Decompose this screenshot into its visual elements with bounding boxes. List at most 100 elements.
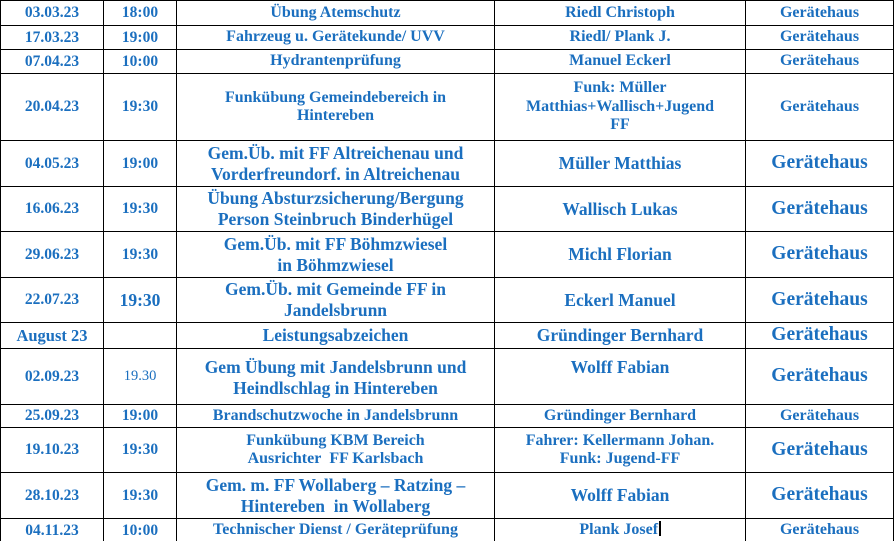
time-cell[interactable]: 10:00 xyxy=(103,518,177,541)
time-cell[interactable]: 19:00 xyxy=(103,25,177,50)
person-cell-text: Riedl Christoph xyxy=(565,3,675,21)
date-cell[interactable]: 16.06.23 xyxy=(0,186,104,232)
time-cell[interactable]: 19:30 xyxy=(103,427,177,473)
person-cell[interactable]: Wallisch Lukas xyxy=(494,186,746,232)
date-cell-text: 20.04.23 xyxy=(24,98,80,115)
event-cell[interactable]: Gem.Üb. mit FF Böhmzwiesel in Böhmzwiese… xyxy=(176,231,495,278)
event-cell[interactable]: Leistungsabzeichen xyxy=(176,322,495,349)
text-cursor xyxy=(659,521,661,537)
event-cell-text: Gem. m. FF Wollaberg – Ratzing – Hintere… xyxy=(205,474,466,516)
date-cell-text: 17.03.23 xyxy=(24,28,80,46)
location-cell[interactable]: Gerätehaus xyxy=(745,0,894,26)
time-cell[interactable]: 10:00 xyxy=(103,49,177,74)
location-cell[interactable]: Gerätehaus xyxy=(745,140,894,187)
person-cell[interactable]: Wolff Fabian xyxy=(494,472,746,519)
person-cell[interactable]: Fahrer: Kellermann Johan. Funk: Jugend-F… xyxy=(494,427,746,473)
time-cell-text: 19:00 xyxy=(121,154,159,172)
time-cell[interactable]: 18:00 xyxy=(103,0,177,26)
person-cell[interactable]: Riedl Christoph xyxy=(494,0,746,26)
time-cell[interactable]: 19:30 xyxy=(103,231,177,278)
time-cell[interactable]: 19.30 xyxy=(103,348,177,405)
date-cell[interactable]: 29.06.23 xyxy=(0,231,104,278)
event-cell[interactable]: Funkübung KBM Bereich Ausrichter FF Karl… xyxy=(176,427,495,473)
table-row: 22.07.23 19:30 Gem.Üb. mit Gemeinde FF in … xyxy=(0,277,894,323)
event-cell-text: Gem.Üb. mit FF Altreichenau und Vorderfr… xyxy=(207,142,464,184)
date-cell-text: 29.06.23 xyxy=(24,245,80,263)
date-cell[interactable]: 04.05.23 xyxy=(0,140,104,187)
event-cell[interactable]: Gem.Üb. mit FF Altreichenau und Vorderfr… xyxy=(176,140,495,187)
person-cell[interactable]: Wolff Fabian xyxy=(494,348,746,405)
date-cell-text: 16.06.23 xyxy=(24,200,80,217)
event-cell[interactable]: Funkübung Gemeindebereich in Hintereben xyxy=(176,73,495,141)
event-cell[interactable]: Übung Atemschutz xyxy=(176,0,495,26)
location-cell[interactable]: Gerätehaus xyxy=(745,348,894,405)
location-cell[interactable]: Gerätehaus xyxy=(745,427,894,473)
time-cell[interactable]: 19:30 xyxy=(103,472,177,519)
time-cell[interactable]: 19:00 xyxy=(103,404,177,428)
time-cell[interactable] xyxy=(103,322,177,349)
table-row: 03.03.23 18:00 Übung Atemschutz Riedl Chris… xyxy=(0,0,894,26)
person-cell[interactable]: Gründinger Bernhard xyxy=(494,404,746,428)
person-cell[interactable]: Manuel Eckerl xyxy=(494,49,746,74)
event-cell[interactable]: Hydrantenprüfung xyxy=(176,49,495,74)
date-cell-text: 03.03.23 xyxy=(24,4,80,21)
time-cell[interactable]: 19:30 xyxy=(103,186,177,232)
time-cell-text: 18:00 xyxy=(121,4,159,21)
location-cell[interactable]: Gerätehaus xyxy=(745,518,894,541)
person-cell[interactable]: Plank Josef xyxy=(494,518,746,541)
time-cell-text: 19:30 xyxy=(119,289,161,310)
person-cell[interactable]: Riedl/ Plank J. xyxy=(494,25,746,50)
time-cell-text: 19:00 xyxy=(121,28,159,46)
date-cell[interactable]: 07.04.23 xyxy=(0,49,104,74)
event-cell[interactable]: Brandschutzwoche in Jandelsbrunn xyxy=(176,404,495,428)
person-cell[interactable]: Funk: Müller Matthias+Wallisch+Jugend FF xyxy=(494,73,746,141)
date-cell[interactable]: August 23 xyxy=(0,322,104,349)
date-cell[interactable]: 04.11.23 xyxy=(0,518,104,541)
location-cell[interactable]: Gerätehaus xyxy=(745,404,894,428)
table-row: 19.10.23 19:30 Funkübung KBM Bereich Ausri… xyxy=(0,427,894,473)
person-cell[interactable]: Gründinger Bernhard xyxy=(494,322,746,349)
date-cell[interactable]: 17.03.23 xyxy=(0,25,104,50)
time-cell[interactable]: 19:30 xyxy=(103,73,177,141)
location-cell-text: Gerätehaus xyxy=(771,243,868,265)
date-cell[interactable]: 20.04.23 xyxy=(0,73,104,141)
person-cell[interactable]: Michl Florian xyxy=(494,231,746,278)
location-cell-text: Gerätehaus xyxy=(771,365,868,387)
table-row: 16.06.23 19:30 Übung Absturzsicherung/Berg… xyxy=(0,186,894,232)
date-cell[interactable]: 28.10.23 xyxy=(0,472,104,519)
time-cell[interactable]: 19:00 xyxy=(103,140,177,187)
event-cell-text: Gem.Üb. mit FF Böhmzwiesel in Böhmzwiese… xyxy=(223,233,448,275)
event-cell[interactable]: Gem.Üb. mit Gemeinde FF in Jandelsbrunn xyxy=(176,277,495,323)
location-cell-text: Gerätehaus xyxy=(779,3,860,21)
location-cell[interactable]: Gerätehaus xyxy=(745,49,894,74)
location-cell[interactable]: Gerätehaus xyxy=(745,277,894,323)
person-cell[interactable]: Eckerl Manuel xyxy=(494,277,746,323)
date-cell[interactable]: 25.09.23 xyxy=(0,404,104,428)
person-cell[interactable]: Müller Matthias xyxy=(494,140,746,187)
date-cell-text: 07.04.23 xyxy=(24,52,80,70)
date-cell[interactable]: 19.10.23 xyxy=(0,427,104,473)
person-cell-text: Plank Josef xyxy=(579,521,659,539)
event-cell[interactable]: Fahrzeug u. Gerätekunde/ UVV xyxy=(176,25,495,50)
event-cell[interactable]: Übung Absturzsicherung/Bergung Person St… xyxy=(176,186,495,232)
location-cell[interactable]: Gerätehaus xyxy=(745,73,894,141)
person-cell-text: Gründinger Bernhard xyxy=(536,325,704,345)
event-cell[interactable]: Gem Übung mit Jandelsbrunn und Heindlsch… xyxy=(176,348,495,405)
event-cell-text: Übung Atemschutz xyxy=(270,3,401,21)
location-cell[interactable]: Gerätehaus xyxy=(745,472,894,519)
location-cell[interactable]: Gerätehaus xyxy=(745,322,894,349)
time-cell-text: 19:30 xyxy=(121,441,159,458)
location-cell[interactable]: Gerätehaus xyxy=(745,25,894,50)
time-cell[interactable]: 19:30 xyxy=(103,277,177,323)
date-cell[interactable]: 03.03.23 xyxy=(0,0,104,26)
location-cell-text: Gerätehaus xyxy=(779,97,860,115)
location-cell[interactable]: Gerätehaus xyxy=(745,231,894,278)
location-cell[interactable]: Gerätehaus xyxy=(745,186,894,232)
event-cell[interactable]: Gem. m. FF Wollaberg – Ratzing – Hintere… xyxy=(176,472,495,519)
date-cell[interactable]: 02.09.23 xyxy=(0,348,104,405)
date-cell[interactable]: 22.07.23 xyxy=(0,277,104,323)
event-cell[interactable]: Technischer Dienst / Geräteprüfung xyxy=(176,518,495,541)
time-cell-text: 19:30 xyxy=(121,200,159,217)
